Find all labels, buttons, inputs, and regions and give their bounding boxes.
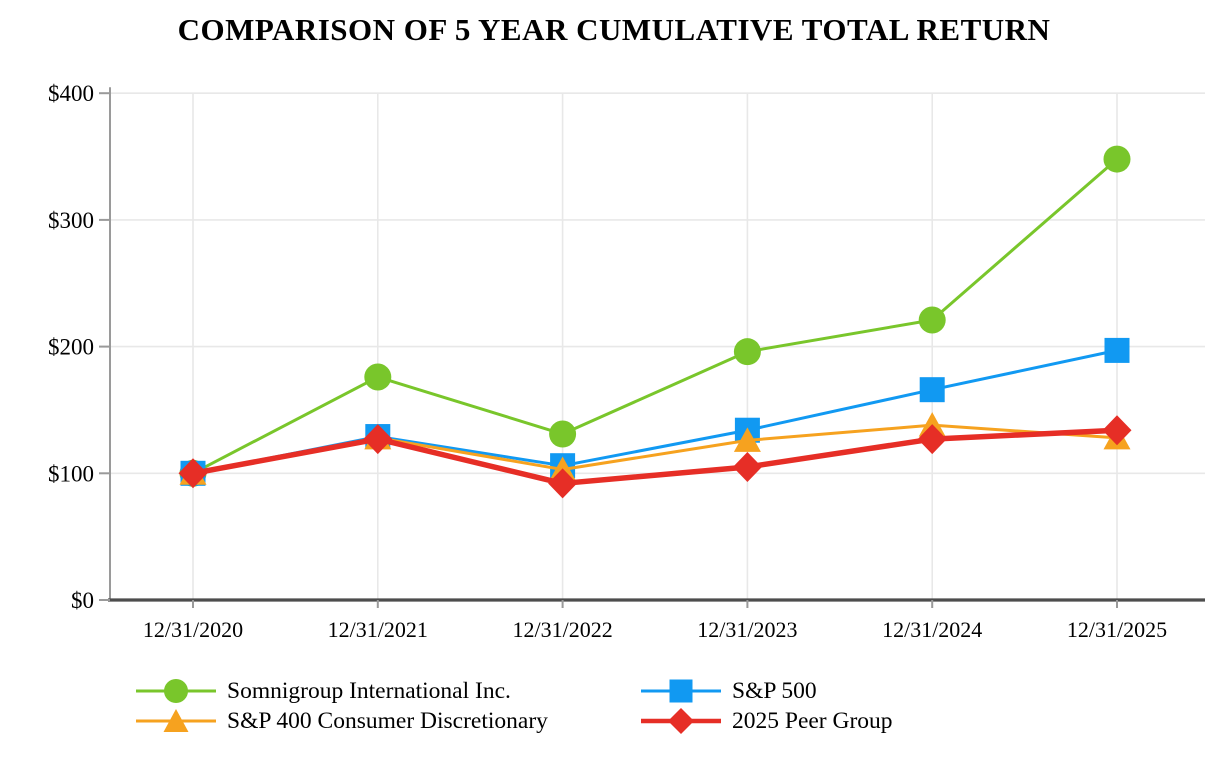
x-tick-label: 12/31/2020 xyxy=(143,617,243,642)
series-s-p-400-consumer-discretionary-marker-triangle-icon xyxy=(733,427,761,452)
legend-item-s-p-400-consumer-discretionary: S&P 400 Consumer Discretionary xyxy=(134,706,639,736)
legend-swatch-somnigroup-international-inc xyxy=(136,679,216,703)
chart-legend: Somnigroup International Inc. S&P 500 S&P … xyxy=(134,676,893,736)
legend-label-s-p-400-consumer-discretionary: S&P 400 Consumer Discretionary xyxy=(227,707,548,734)
x-tick-label: 12/31/2022 xyxy=(512,617,612,642)
legend-item-2025-peer-group: 2025 Peer Group xyxy=(639,706,893,736)
y-tick-label: $300 xyxy=(48,208,94,233)
legend-swatch-2025-peer-group xyxy=(641,708,721,734)
series-somnigroup-international-inc-marker-circle-icon xyxy=(918,306,946,334)
y-tick-label: $200 xyxy=(48,335,94,360)
series-2025-peer-group-marker-diamond-icon xyxy=(917,424,947,455)
series-somnigroup-international-inc-marker-circle-icon xyxy=(1103,145,1131,173)
series-line-2025-peer-group xyxy=(190,427,1120,487)
series-2025-peer-group-marker-diamond-icon xyxy=(732,451,762,482)
series-2025-peer-group-marker-diamond-icon xyxy=(1102,415,1132,446)
legend-label-somnigroup-international-inc: Somnigroup International Inc. xyxy=(227,677,511,704)
x-tick-label: 12/31/2021 xyxy=(328,617,428,642)
legend-item-s-p-500: S&P 500 xyxy=(639,676,893,706)
series-somnigroup-international-inc-marker-circle-icon xyxy=(733,338,761,366)
series-s-p-500-marker-square-icon xyxy=(919,377,945,403)
series-2025-peer-group-marker-diamond-icon xyxy=(178,458,208,489)
legend-triangle-icon xyxy=(163,709,189,732)
x-tick-label: 12/31/2024 xyxy=(882,617,982,642)
x-tick-label: 12/31/2025 xyxy=(1067,617,1167,642)
legend-label-s-p-500: S&P 500 xyxy=(732,677,817,704)
legend-swatch-s-p-400-consumer-discretionary xyxy=(136,709,216,732)
legend-label-2025-peer-group: 2025 Peer Group xyxy=(732,707,893,734)
legend-square-icon xyxy=(669,679,693,703)
series-2025-peer-group-marker-diamond-icon xyxy=(548,468,578,499)
legend-diamond-icon xyxy=(668,708,694,734)
y-tick-label: $400 xyxy=(48,81,94,106)
x-tick-label: 12/31/2023 xyxy=(697,617,797,642)
legend-item-somnigroup-international-inc: Somnigroup International Inc. xyxy=(134,676,639,706)
series-somnigroup-international-inc-marker-circle-icon xyxy=(549,420,577,448)
chart-plot-area: $0 $100 $200 $300 $400 12/31/2020 12/31/2021 12… xyxy=(48,81,1205,642)
legend-swatch-s-p-500 xyxy=(641,679,721,703)
series-line-somnigroup-international-inc xyxy=(191,157,1119,475)
chart-title: COMPARISON OF 5 YEAR CUMULATIVE TOTAL RE… xyxy=(177,12,1051,47)
y-tick-label: $0 xyxy=(71,588,94,613)
y-tick-label: $100 xyxy=(48,461,94,486)
series-somnigroup-international-inc-marker-circle-icon xyxy=(364,363,392,391)
series-2025-peer-group-marker-diamond-icon xyxy=(363,424,393,455)
series-s-p-500-marker-square-icon xyxy=(1104,337,1130,363)
legend-circle-icon xyxy=(164,679,188,703)
